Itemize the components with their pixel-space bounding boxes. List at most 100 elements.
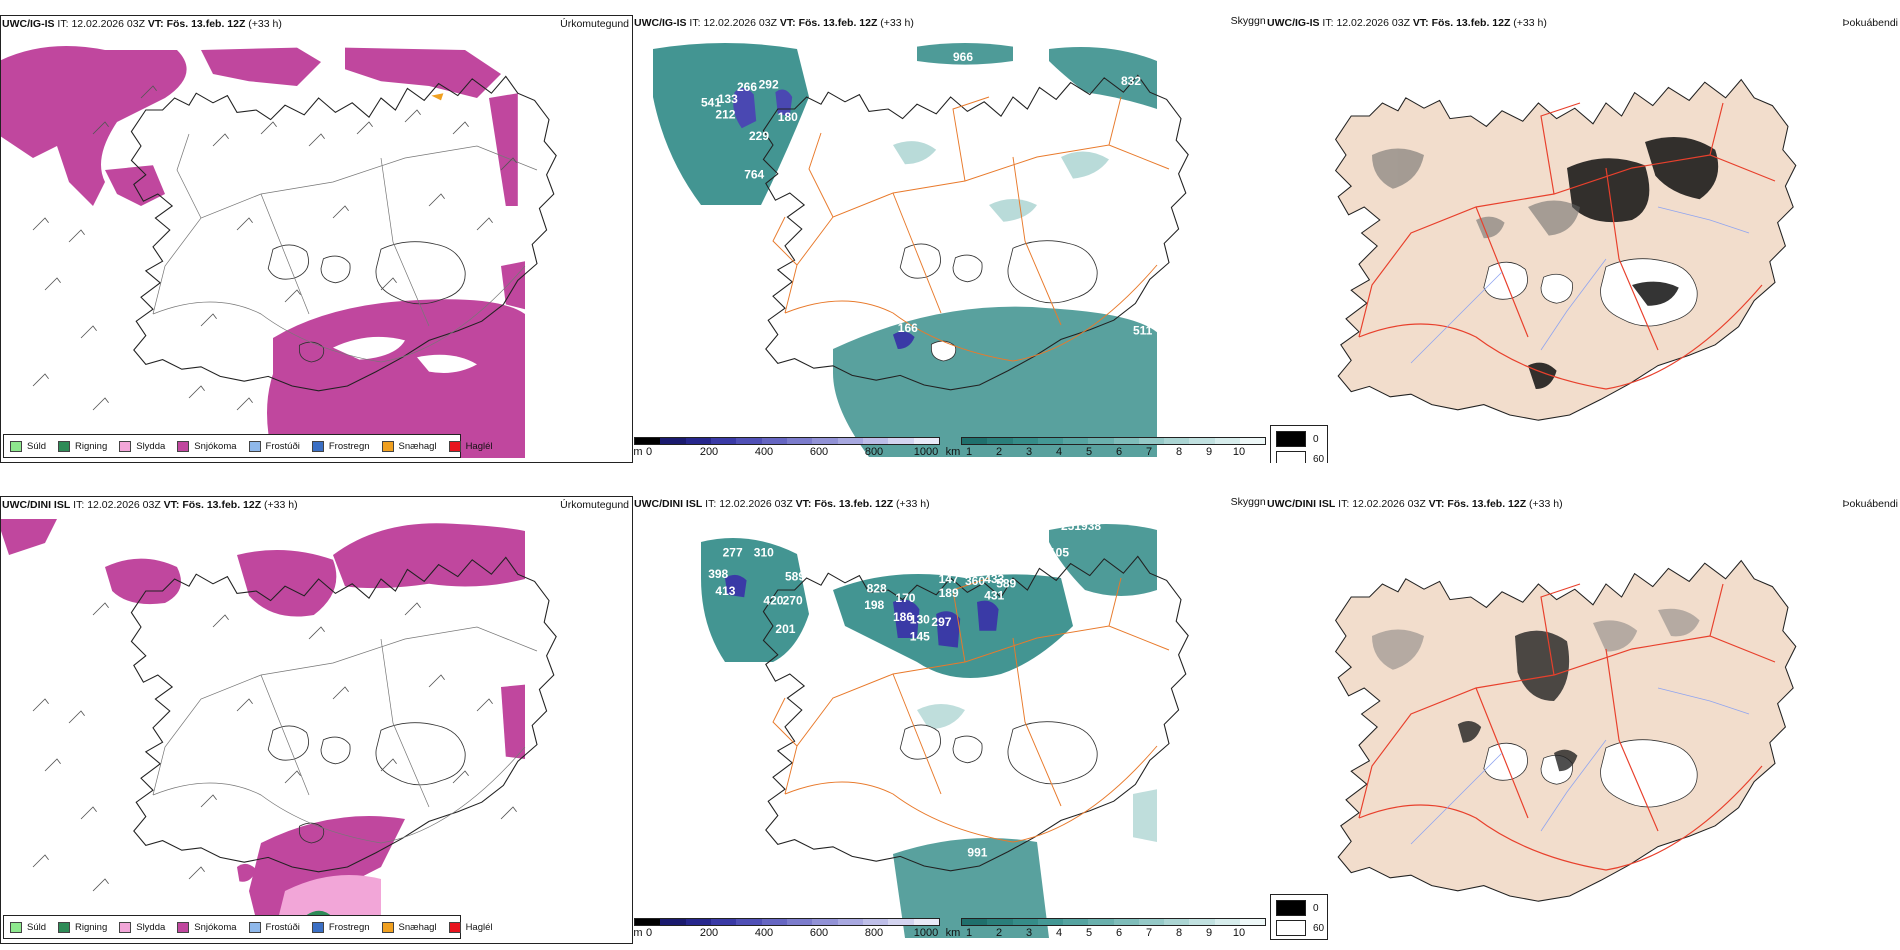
- visibility-label: 292: [759, 78, 779, 92]
- panel-variable: Úrkomutegund: [560, 499, 629, 511]
- visibility-label: 433: [984, 572, 1004, 586]
- visibility-colorbar: km 1 2 3 4 5 6 7 8 9 10: [946, 918, 1266, 940]
- visibility-label: 251938: [1061, 519, 1101, 533]
- legend-swatch: [119, 440, 132, 452]
- legend-swatch: [177, 440, 190, 452]
- colorbar-tick: 1: [965, 927, 973, 939]
- snow-area: [267, 299, 525, 459]
- visibility-label: 145: [910, 629, 930, 643]
- legend-swatch: [58, 921, 71, 933]
- visibility-label: 764: [744, 168, 764, 182]
- colorbar-tick: 3: [1025, 446, 1033, 458]
- visibility-label: 360: [965, 574, 985, 588]
- snow-area: [489, 93, 518, 206]
- precip-map: [1, 46, 557, 459]
- colorbar-tick: 9: [1205, 446, 1213, 458]
- visibility-label: 966: [953, 50, 973, 64]
- visibility-label: 541: [701, 96, 721, 110]
- visibility-label: 266: [737, 80, 757, 94]
- legend-item-slydda: Slydda: [119, 921, 165, 933]
- colorbar-tick: 600: [809, 446, 829, 458]
- visibility-label: 277: [723, 545, 743, 559]
- colorbar-unit: km: [945, 446, 961, 458]
- visibility-label: 130: [910, 613, 930, 627]
- snow-area: [1, 46, 187, 207]
- colorbar-tick: 6: [1115, 927, 1123, 939]
- legend-swatch: [248, 440, 261, 452]
- colorbar-tick: 4: [1055, 927, 1063, 939]
- legend-item-frostregn: Frostregn: [311, 440, 370, 452]
- colorbar-tick: 9: [1205, 927, 1213, 939]
- colorbar-tick: 600: [809, 927, 829, 939]
- visibility-label: 431: [984, 589, 1004, 603]
- colorbar-tick: 1: [965, 446, 973, 458]
- panel-title: UWC/IG-IS IT: 12.02.2026 03Z VT: Fös. 13…: [1267, 17, 1547, 29]
- legend-item-snjokoma: Snjókoma: [177, 440, 237, 452]
- colorbar-unit: m: [633, 446, 643, 458]
- panel-variable: Skyggni: [1230, 15, 1266, 27]
- fog-key-item: 0: [1276, 431, 1327, 447]
- visibility-label: 189: [939, 586, 959, 600]
- legend-swatch: [58, 440, 71, 452]
- fog-map: [1334, 78, 1797, 421]
- visibility-label: 725: [922, 673, 942, 687]
- panel-variable: Úrkomutegund: [560, 18, 629, 30]
- colorbar-tick: 6: [1115, 446, 1123, 458]
- colorbar-strip: [961, 437, 1266, 445]
- visibility-label: 589: [996, 577, 1016, 591]
- visibility-colorbar: km 1 2 3 4 5 6 7 8 9 10: [946, 437, 1266, 459]
- fog-key-swatch: [1276, 900, 1306, 916]
- legend-swatch: [119, 921, 132, 933]
- legend-item-haglel: Haglél: [448, 921, 493, 933]
- legend-item-haglel: Haglél: [448, 440, 493, 452]
- visibility-map: 966 832 266 292 541 133 212 180 229 764 …: [653, 43, 1189, 458]
- panel-title: UWC/IG-IS IT: 12.02.2026 03Z VT: Fös. 13…: [2, 18, 282, 30]
- visibility-label: 201: [775, 622, 795, 636]
- visibility-label: 413: [715, 584, 735, 598]
- legend-item-sudd: Súld: [10, 440, 46, 452]
- colorbar-tick: 7: [1145, 446, 1153, 458]
- visibility-label: 170: [895, 591, 915, 605]
- colorbar-tick: 5: [1085, 927, 1093, 939]
- legend-item-slydda: Slydda: [119, 440, 165, 452]
- legend-swatch: [311, 440, 324, 452]
- legend-swatch: [381, 921, 394, 933]
- visibility-label: 186: [893, 610, 913, 624]
- visibility-label: 420: [763, 593, 783, 607]
- panel-variable: Þokuábendi: [1842, 498, 1898, 510]
- colorbar-tick: 800: [864, 927, 884, 939]
- legend-swatch: [10, 440, 22, 452]
- panel-title: UWC/DINI ISL IT: 12.02.2026 03Z VT: Fös.…: [634, 498, 930, 510]
- colorbar-strip: [634, 437, 940, 445]
- visibility-label: 991: [967, 845, 987, 859]
- visibility-label: 469: [996, 285, 1016, 299]
- legend-swatch: [448, 440, 461, 452]
- colorbar-unit: m: [633, 927, 643, 939]
- colorbar-tick: 8: [1175, 927, 1183, 939]
- visibility-label: 229: [749, 129, 769, 143]
- visibility-label: 828: [867, 581, 887, 595]
- panel-title: UWC/IG-IS IT: 12.02.2026 03Z VT: Fös. 13…: [634, 17, 914, 29]
- precip-type-panel-ig: UWC/IG-IS IT: 12.02.2026 03Z VT: Fös. 13…: [0, 15, 633, 463]
- precip-legend: Súld Rigning Slydda Snjókoma Frostúði Fr…: [3, 434, 493, 458]
- legend-swatch: [10, 921, 22, 933]
- snow-area: [345, 47, 502, 98]
- visibility-label: 511: [1133, 324, 1153, 338]
- visibility-label: 166: [898, 321, 918, 335]
- legend-item-sudd: Súld: [10, 921, 46, 933]
- legend-item-frostudi: Frostúði: [248, 921, 300, 933]
- precip-type-panel-dini: UWC/DINI ISL IT: 12.02.2026 03Z VT: Fös.…: [0, 496, 633, 944]
- legend-item-frostudi: Frostúði: [248, 440, 300, 452]
- legend-item-snaehagl: Snæhagl: [381, 921, 437, 933]
- colorbar-tick: 1000: [913, 446, 939, 458]
- legend-swatch: [311, 921, 324, 933]
- colorbar-tick: 5: [1085, 446, 1093, 458]
- fog-key-swatch: [1276, 451, 1306, 463]
- snow-area: [201, 47, 321, 86]
- visibility-label: 180: [778, 110, 798, 124]
- fog-key-swatch: [1276, 920, 1306, 936]
- legend-item-snjokoma: Snjókoma: [177, 921, 237, 933]
- colorbar-unit: km: [945, 927, 961, 939]
- visibility-label: 105: [1049, 545, 1069, 559]
- colorbar-tick: 10: [1232, 446, 1246, 458]
